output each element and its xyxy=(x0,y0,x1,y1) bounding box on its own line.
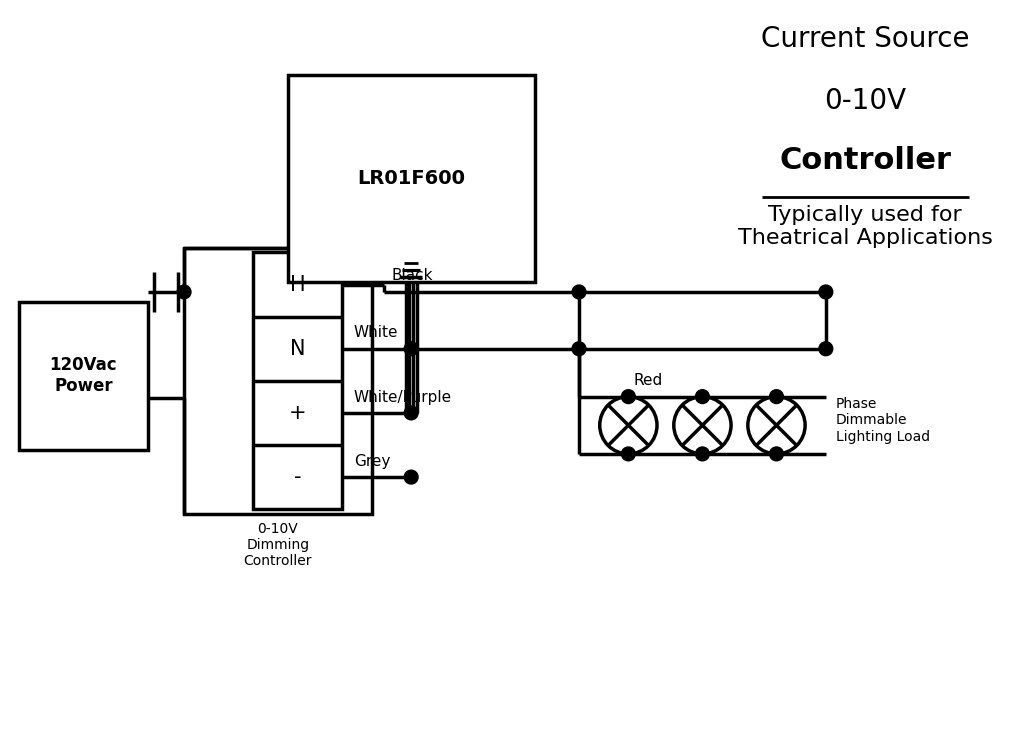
Text: Controller: Controller xyxy=(779,146,951,175)
Text: 0-10V
Dimming
Controller: 0-10V Dimming Controller xyxy=(244,522,312,568)
Text: Black: Black xyxy=(391,268,433,283)
Text: Current Source: Current Source xyxy=(761,25,970,54)
Text: LR01F600: LR01F600 xyxy=(357,169,465,188)
Text: 120Vac
Power: 120Vac Power xyxy=(49,356,117,395)
Circle shape xyxy=(695,390,710,403)
Circle shape xyxy=(404,342,418,355)
Circle shape xyxy=(819,342,833,355)
Text: -: - xyxy=(294,467,301,487)
Circle shape xyxy=(622,447,635,461)
Text: H: H xyxy=(290,275,305,294)
Text: Red: Red xyxy=(633,372,663,388)
Text: Typically used for
Theatrical Applications: Typically used for Theatrical Applicatio… xyxy=(738,205,993,248)
Circle shape xyxy=(819,285,833,299)
Circle shape xyxy=(404,470,418,484)
Text: White: White xyxy=(354,325,398,340)
Text: +: + xyxy=(289,403,306,423)
Circle shape xyxy=(770,447,783,461)
Circle shape xyxy=(177,285,190,299)
Text: Phase
Dimmable
Lighting Load: Phase Dimmable Lighting Load xyxy=(836,397,930,444)
Text: White/Purple: White/Purple xyxy=(354,390,452,405)
Circle shape xyxy=(770,390,783,403)
Circle shape xyxy=(404,406,418,420)
FancyBboxPatch shape xyxy=(288,75,535,282)
Circle shape xyxy=(572,342,586,355)
Text: N: N xyxy=(290,339,305,358)
FancyBboxPatch shape xyxy=(19,302,147,450)
FancyBboxPatch shape xyxy=(253,252,342,509)
FancyBboxPatch shape xyxy=(184,247,372,514)
Circle shape xyxy=(695,447,710,461)
Circle shape xyxy=(572,285,586,299)
Text: Grey: Grey xyxy=(354,454,390,470)
Circle shape xyxy=(622,390,635,403)
Text: 0-10V: 0-10V xyxy=(824,87,906,115)
